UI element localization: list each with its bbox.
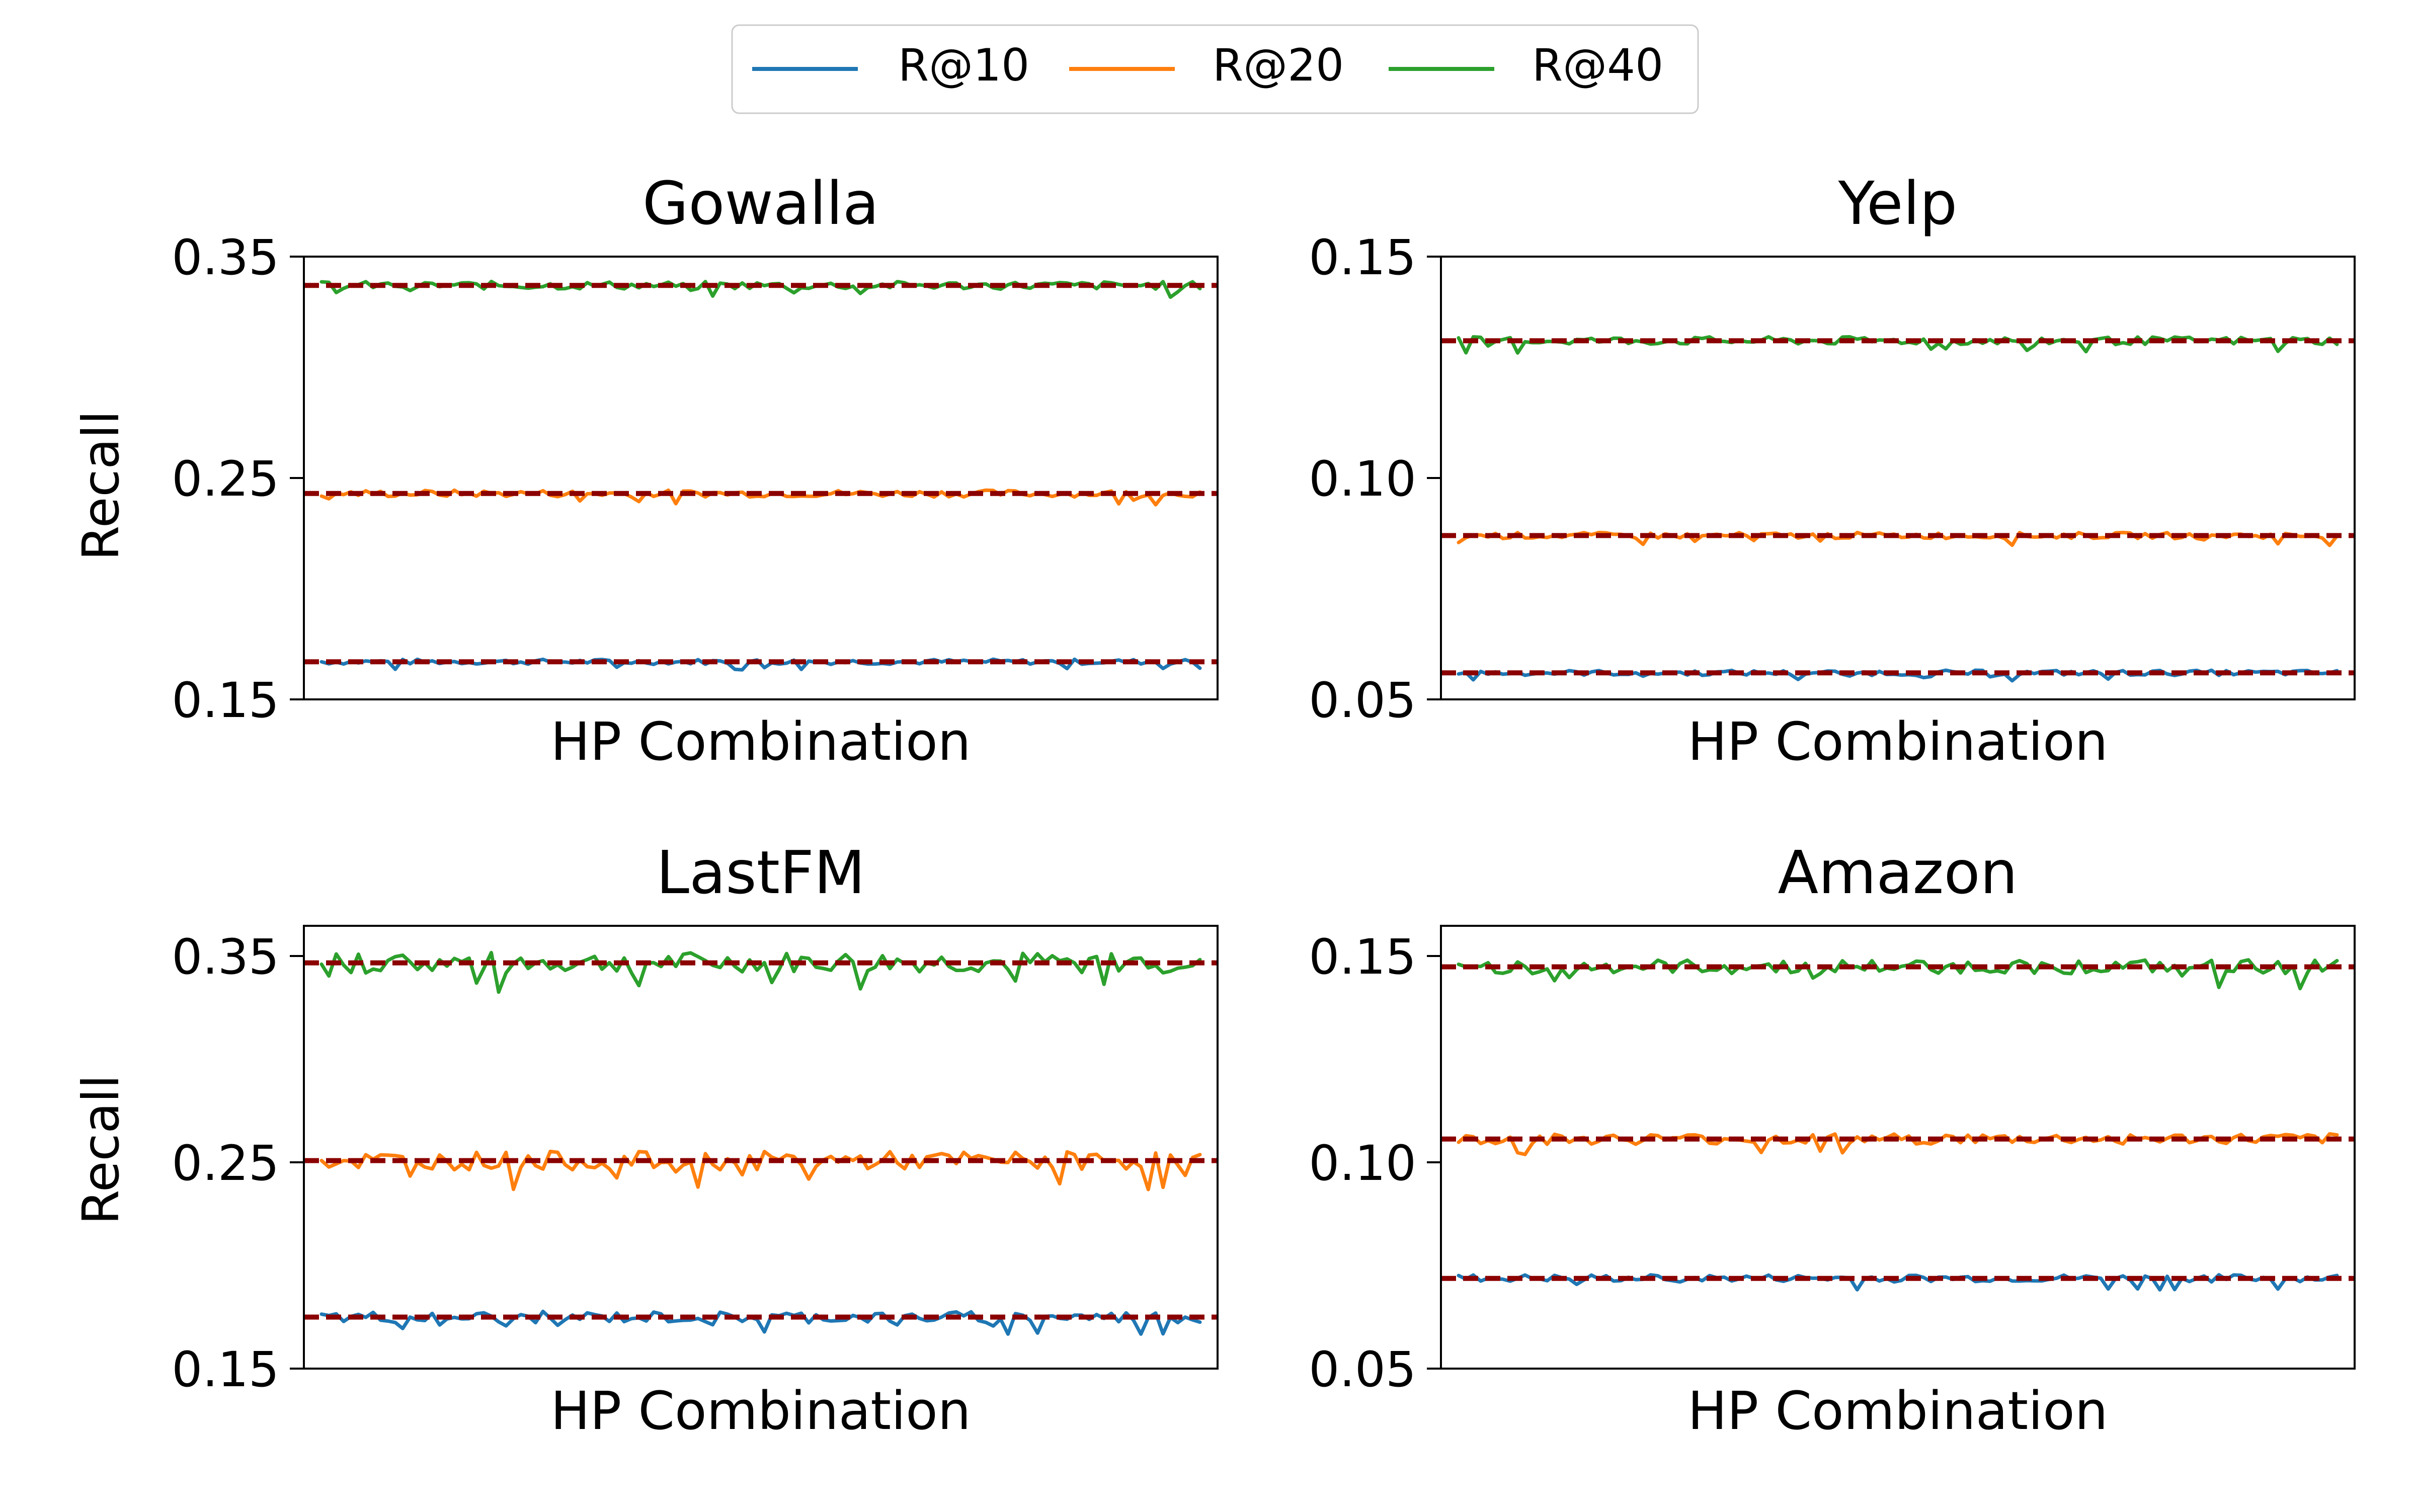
y-tick-label: 0.15 xyxy=(1309,929,1416,985)
legend-label-r10: R@10 xyxy=(898,39,1029,91)
y-tick-label: 0.05 xyxy=(1309,672,1416,729)
x-axis-label: HP Combination xyxy=(550,1380,971,1442)
plot-area xyxy=(1441,335,2355,683)
plot-area xyxy=(304,279,1218,672)
axes-frame xyxy=(303,925,1219,1370)
y-tick-label: 0.15 xyxy=(172,1341,279,1398)
y-tick-label: 0.10 xyxy=(1309,451,1416,507)
panel-amazon: Amazon HP Combination 0.15 0.10 0.05 xyxy=(1309,838,2356,1442)
legend-item-r40: R@40 xyxy=(1389,39,1663,91)
y-tick-label: 0.15 xyxy=(172,672,279,729)
legend-item-r10: R@10 xyxy=(752,39,1029,91)
y-tick-label: 0.10 xyxy=(1309,1135,1416,1191)
x-axis-label: HP Combination xyxy=(1687,1380,2108,1442)
panel-title: Yelp xyxy=(1838,169,1958,238)
axes-frame xyxy=(1440,925,2356,1370)
x-axis-label: HP Combination xyxy=(1687,711,2108,772)
legend-frame xyxy=(731,24,1699,114)
series-line-r40 xyxy=(319,950,1202,994)
series-line-r40 xyxy=(1457,958,2339,991)
plot-area xyxy=(1441,958,2355,1292)
y-tick-label: 0.05 xyxy=(1309,1341,1416,1398)
legend-label-r20: R@20 xyxy=(1213,39,1344,91)
axes-frame xyxy=(303,256,1219,700)
plot-area xyxy=(304,950,1218,1336)
y-tick-label: 0.25 xyxy=(172,451,279,507)
y-ticks: 0.35 0.25 0.15 xyxy=(172,929,304,1398)
legend-item-r20: R@20 xyxy=(1069,39,1344,91)
y-tick-label: 0.35 xyxy=(172,229,279,286)
panel-yelp: Yelp HP Combination 0.15 0.10 0.05 xyxy=(1309,169,2356,772)
legend-label-r40: R@40 xyxy=(1532,39,1663,91)
y-axis-label: Recall xyxy=(71,411,130,561)
panel-title: LastFM xyxy=(656,838,865,907)
y-ticks: 0.15 0.10 0.05 xyxy=(1309,229,1441,729)
x-axis-label: HP Combination xyxy=(550,711,971,772)
axes-frame xyxy=(1440,256,2356,700)
y-ticks: 0.15 0.10 0.05 xyxy=(1309,929,1441,1398)
y-tick-label: 0.15 xyxy=(1309,229,1416,286)
panel-lastfm: LastFM Recall HP Combination 0.35 0.25 0… xyxy=(71,838,1219,1442)
y-tick-label: 0.35 xyxy=(172,929,279,985)
panel-title: Gowalla xyxy=(642,169,879,238)
panel-gowalla: Gowalla Recall HP Combination 0.35 0.25 … xyxy=(71,169,1219,772)
series-line-r20 xyxy=(319,1149,1202,1191)
y-ticks: 0.35 0.25 0.15 xyxy=(172,229,304,729)
y-axis-label: Recall xyxy=(71,1075,130,1225)
panel-title: Amazon xyxy=(1778,838,2018,907)
legend: R@10 R@20 R@40 xyxy=(731,24,1699,114)
y-tick-label: 0.25 xyxy=(172,1135,279,1191)
